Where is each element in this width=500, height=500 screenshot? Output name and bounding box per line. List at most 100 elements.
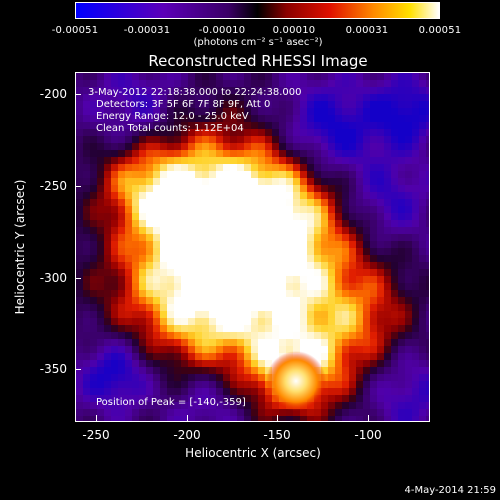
heatmap-cell: [174, 73, 181, 80]
heatmap-cell: [286, 178, 293, 185]
heatmap-cell: [139, 213, 146, 220]
heatmap-cell: [349, 248, 356, 255]
heatmap-cell: [342, 290, 349, 297]
heatmap-cell: [237, 262, 244, 269]
heatmap-cell: [265, 87, 272, 94]
heatmap-cell: [377, 360, 384, 367]
heatmap-cell: [279, 206, 286, 213]
heatmap-cell: [202, 297, 209, 304]
heatmap-cell: [384, 108, 391, 115]
heatmap-cell: [405, 374, 412, 381]
heatmap-cell: [167, 164, 174, 171]
heatmap-cell: [104, 87, 111, 94]
heatmap-cell: [349, 171, 356, 178]
heatmap-cell: [118, 248, 125, 255]
heatmap-cell: [356, 150, 363, 157]
heatmap-cell: [125, 73, 132, 80]
heatmap-cell: [349, 136, 356, 143]
heatmap-cell: [153, 241, 160, 248]
heatmap-cell: [328, 402, 335, 409]
heatmap-cell: [279, 227, 286, 234]
heatmap-cell: [195, 150, 202, 157]
heatmap-cell: [272, 318, 279, 325]
heatmap-cell: [111, 122, 118, 129]
heatmap-cell: [363, 416, 370, 421]
heatmap-cell: [405, 241, 412, 248]
heatmap-cell: [405, 353, 412, 360]
heatmap-cell: [258, 213, 265, 220]
heatmap-cell: [167, 234, 174, 241]
heatmap-cell: [146, 199, 153, 206]
heatmap-cell: [223, 311, 230, 318]
heatmap-cell: [265, 115, 272, 122]
heatmap-cell: [111, 227, 118, 234]
heatmap-cell: [272, 143, 279, 150]
heatmap-cell: [426, 304, 429, 311]
heatmap-cell: [118, 325, 125, 332]
heatmap-cell: [160, 311, 167, 318]
heatmap-cell: [90, 381, 97, 388]
heatmap-cell: [426, 353, 429, 360]
heatmap-cell: [146, 234, 153, 241]
heatmap-cell: [111, 367, 118, 374]
heatmap-cell: [300, 297, 307, 304]
heatmap-cell: [188, 283, 195, 290]
heatmap-cell: [83, 297, 90, 304]
heatmap-cell: [125, 213, 132, 220]
heatmap-cell: [118, 108, 125, 115]
heatmap-cell: [405, 395, 412, 402]
heatmap-cell: [83, 108, 90, 115]
heatmap-cell: [97, 122, 104, 129]
heatmap-cell: [111, 150, 118, 157]
heatmap-cell: [307, 325, 314, 332]
heatmap-cell: [391, 115, 398, 122]
heatmap-cell: [83, 255, 90, 262]
heatmap-cell: [111, 206, 118, 213]
heatmap-cell: [412, 381, 419, 388]
heatmap-cell: [391, 311, 398, 318]
heatmap-cell: [167, 241, 174, 248]
heatmap-cell: [398, 297, 405, 304]
heatmap-cell: [202, 129, 209, 136]
heatmap-cell: [384, 360, 391, 367]
heatmap-cell: [202, 206, 209, 213]
heatmap-cell: [195, 234, 202, 241]
heatmap-cell: [195, 332, 202, 339]
heatmap-cell: [307, 192, 314, 199]
heatmap-cell: [412, 171, 419, 178]
heatmap-cell: [125, 164, 132, 171]
heatmap-cell: [328, 157, 335, 164]
heatmap-cell: [139, 353, 146, 360]
heatmap-cell: [216, 150, 223, 157]
heatmap-cell: [398, 311, 405, 318]
colorbar-tick-label: -0.00010: [198, 25, 246, 36]
heatmap-cell: [300, 346, 307, 353]
heatmap-cell: [230, 402, 237, 409]
heatmap-cell: [125, 297, 132, 304]
heatmap-cell: [111, 283, 118, 290]
heatmap-cell: [419, 164, 426, 171]
heatmap-cell: [412, 290, 419, 297]
heatmap-cell: [76, 388, 83, 395]
heatmap-cell: [328, 164, 335, 171]
heatmap-cell: [258, 206, 265, 213]
heatmap-cell: [188, 164, 195, 171]
heatmap-cell: [272, 122, 279, 129]
heatmap-cell: [230, 360, 237, 367]
heatmap-cell: [419, 150, 426, 157]
heatmap-cell: [342, 150, 349, 157]
heatmap-cell: [188, 381, 195, 388]
heatmap-cell: [97, 143, 104, 150]
heatmap-cell: [286, 255, 293, 262]
heatmap-cell: [111, 199, 118, 206]
heatmap-cell: [377, 136, 384, 143]
y-tick-label: -250: [39, 179, 67, 193]
heatmap-cell: [328, 87, 335, 94]
heatmap-cell: [321, 297, 328, 304]
heatmap-cell: [195, 171, 202, 178]
heatmap-cell: [321, 178, 328, 185]
heatmap-cell: [174, 241, 181, 248]
heatmap-cell: [300, 283, 307, 290]
heatmap-cell: [314, 318, 321, 325]
heatmap-cell: [349, 283, 356, 290]
